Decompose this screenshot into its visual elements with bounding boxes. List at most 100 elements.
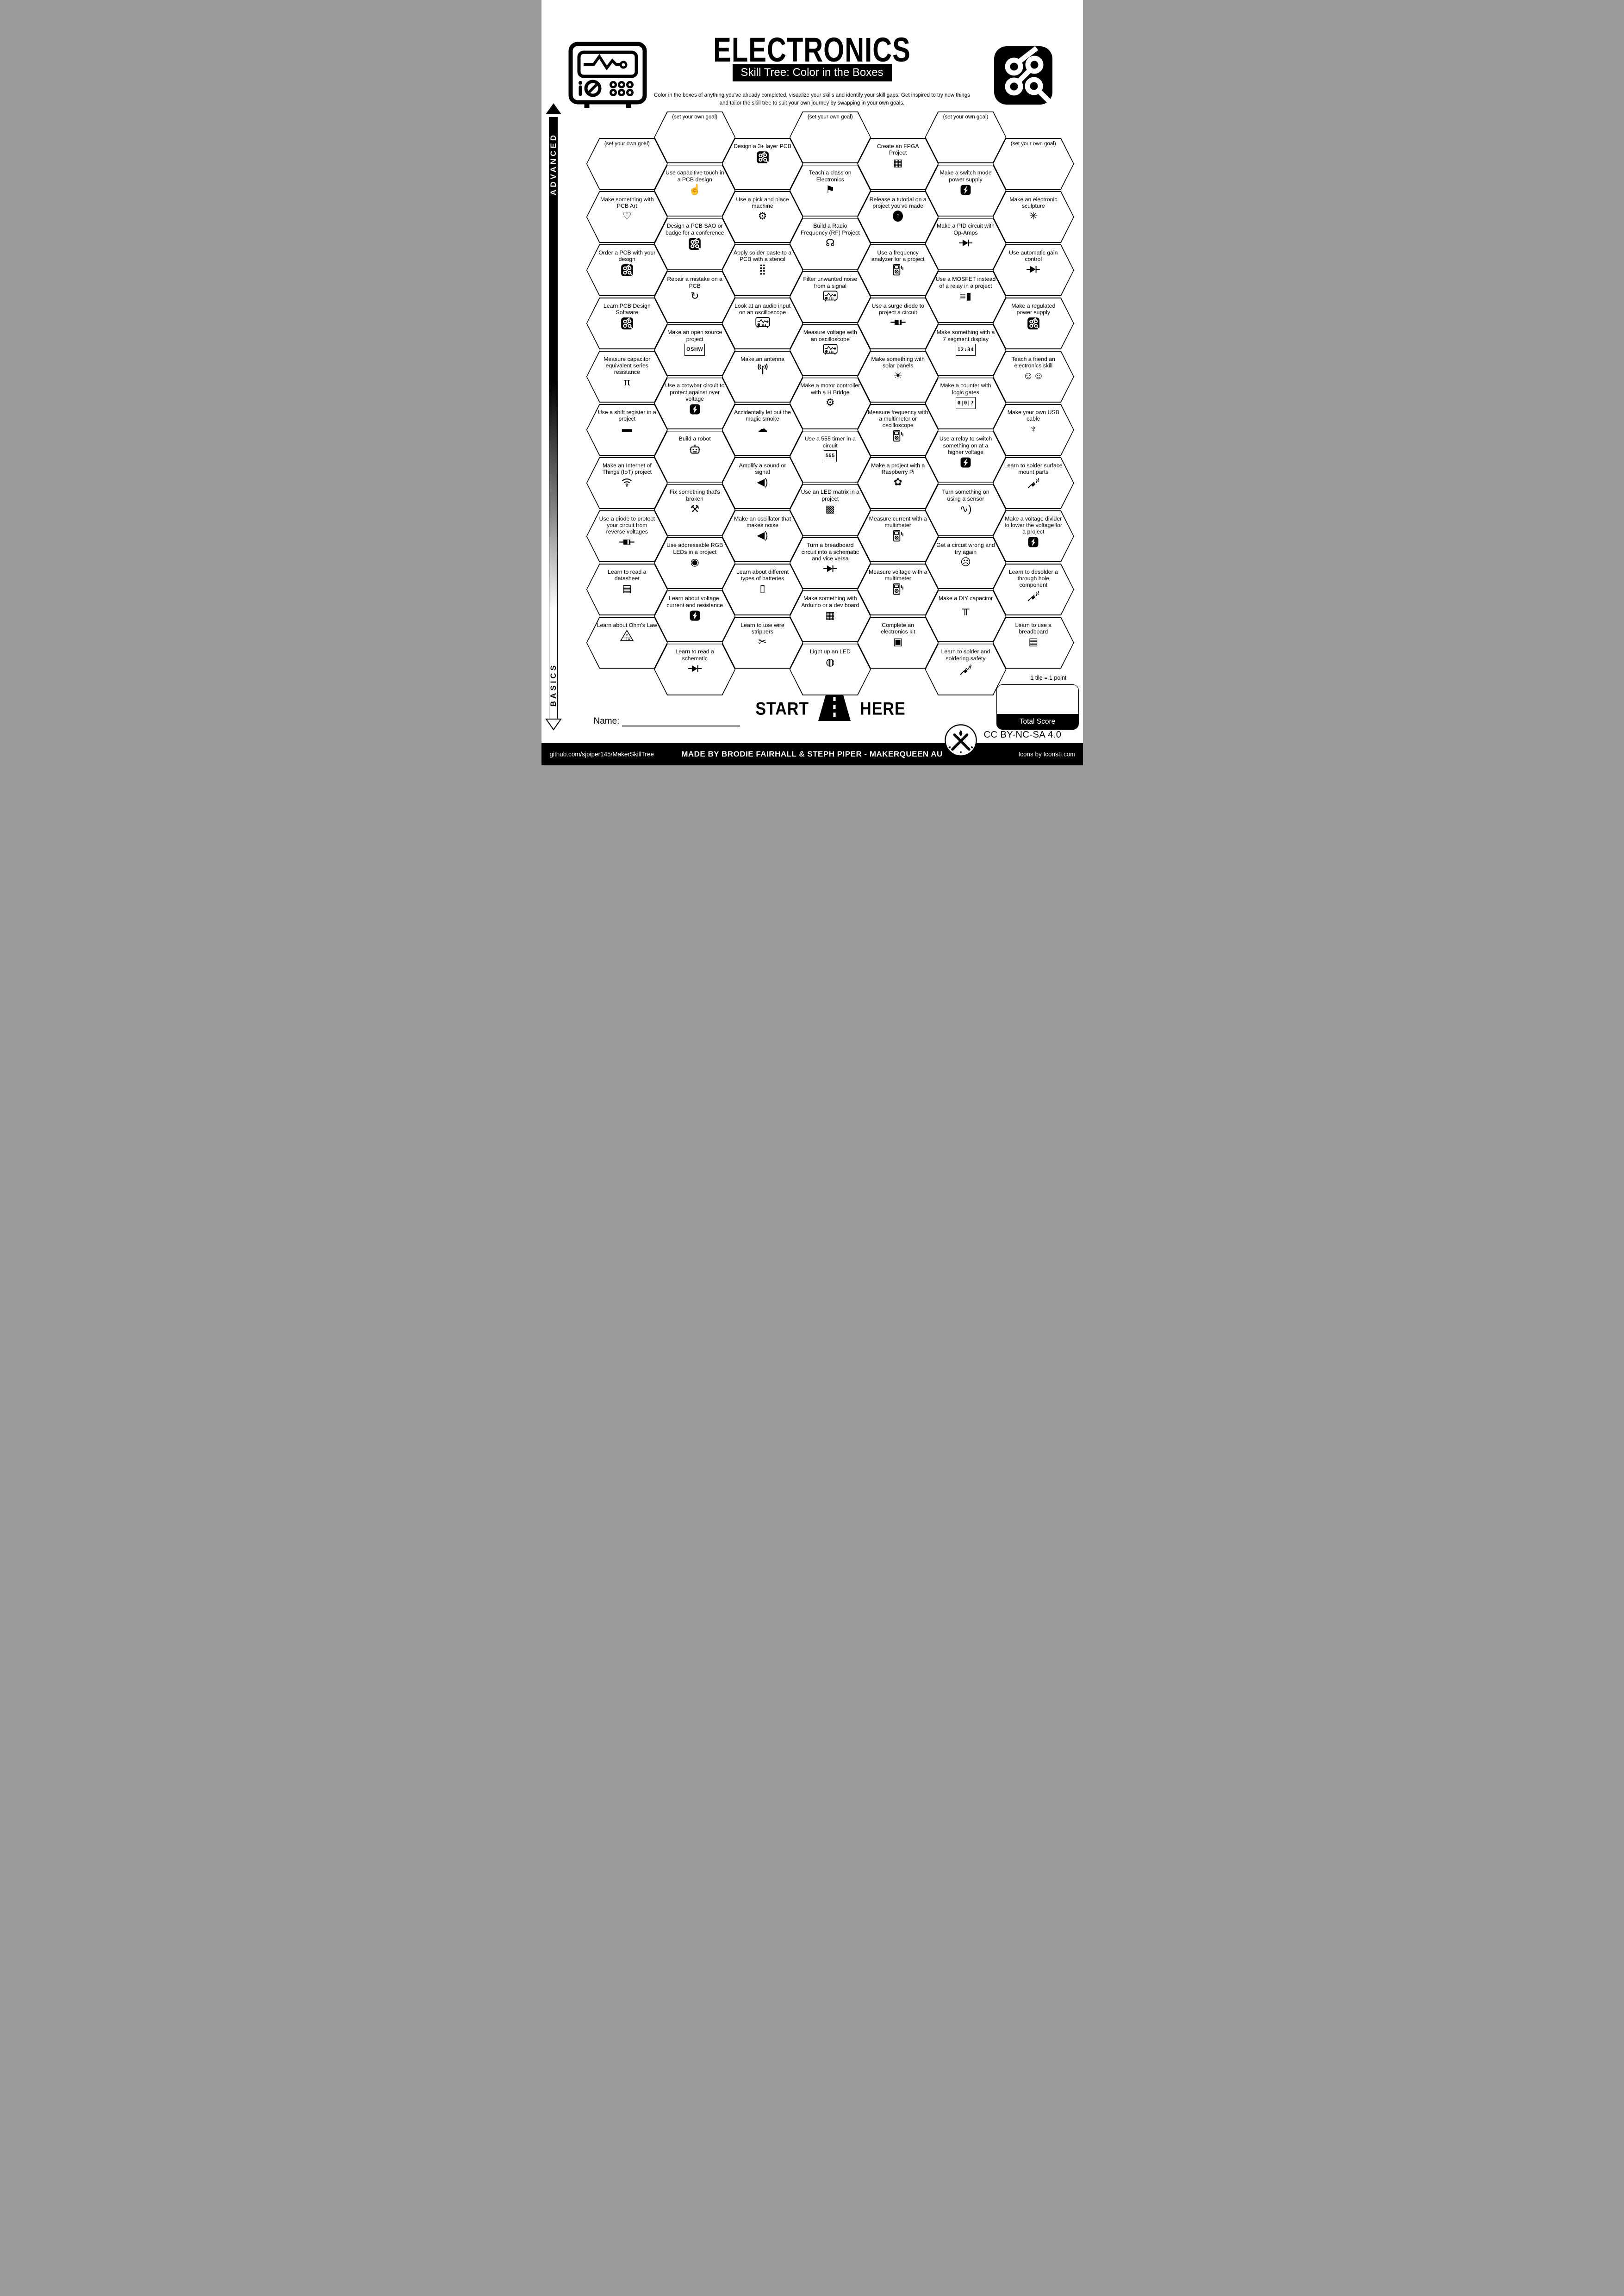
hex-breadboard[interactable]: Learn to use a breadboard ▤ — [992, 617, 1074, 669]
hex-soldering-iron[interactable]: Learn to solder surface mount parts — [992, 457, 1074, 509]
hex-label: Repair a mistake on a PCB — [667, 276, 722, 289]
hex-speaker[interactable]: Make an oscillator that makes noise ◀) — [722, 510, 803, 562]
hex-radio[interactable]: Build a Radio Frequency (RF) Project ☊ — [789, 217, 871, 270]
hex-multilayer-pcb[interactable]: Design a 3+ layer PCB — [722, 138, 803, 190]
hex-multimeter[interactable]: Measure frequency with a multimeter or o… — [857, 404, 939, 456]
hex-lightning[interactable]: Make a voltage divider to lower the volt… — [992, 510, 1074, 562]
hex-lightning[interactable]: Use a relay to switch something on at a … — [925, 430, 1007, 483]
hex-lightning[interactable]: Learn about voltage, current and resista… — [654, 590, 736, 642]
hex-opamp-symbol[interactable]: Make a PID circuit with Op-Amps — [925, 217, 1007, 270]
hex-pick-and-place[interactable]: Use a pick and place machine ⚙ — [722, 191, 803, 243]
hex-facepalm[interactable]: Get a circuit wrong and try again ☹ — [925, 537, 1007, 589]
hex-led[interactable]: Light up an LED ◍ — [789, 643, 871, 695]
7-segment-icon: 12:34 — [955, 343, 976, 356]
hex-shift-register[interactable]: Use a shift register in a project ▬ — [586, 404, 668, 456]
hex-label: Measure frequency with a multimeter or o… — [867, 409, 928, 428]
hex-capacitor-esr[interactable]: Measure capacitor equivalent series resi… — [586, 351, 668, 403]
smoke-cloud-icon: ☁ — [757, 422, 768, 434]
hex-sculpture[interactable]: Make an electronic sculpture ✳ — [992, 191, 1074, 243]
name-input-line[interactable] — [622, 716, 740, 726]
hex-wifi[interactable]: Make an Internet of Things (IoT) project — [586, 457, 668, 509]
hex-label: Build a Radio Frequency (RF) Project — [800, 223, 860, 236]
oscilloscope-icon — [823, 343, 838, 355]
hex-two-people[interactable]: Teach a friend an electronics skill ☺☺ — [992, 351, 1074, 403]
hex-555-chip[interactable]: Use a 555 timer in a circuit 555 — [789, 430, 871, 483]
hex-oshw-badge[interactable]: Make an open source project OSHW — [654, 324, 736, 376]
hex-wire-strippers[interactable]: Learn to use wire strippers ✂ — [722, 617, 803, 669]
hex-lightning[interactable]: Use a crowbar circuit to protect against… — [654, 377, 736, 429]
hex-sensor-wave[interactable]: Turn something on using a sensor ∿) — [925, 484, 1007, 536]
hex-label: Turn something on using a sensor — [942, 489, 989, 502]
hex-diode-symbol[interactable]: Use automatic gain control — [992, 244, 1074, 296]
hex-multimeter[interactable]: Measure current with a multimeter — [857, 510, 939, 562]
hex-repair[interactable]: Repair a mistake on a PCB ↻ — [654, 271, 736, 323]
hex-order-pcb[interactable]: Order a PCB with your design — [586, 244, 668, 296]
hex-presenter[interactable]: Teach a class on Electronics ⚑ — [789, 164, 871, 217]
hex-fpga-grid[interactable]: Create an FPGA Project ▦ — [857, 138, 939, 190]
diode-symbol-icon — [688, 663, 702, 674]
hex-diode-symbol[interactable]: Turn a breadboard circuit into a schemat… — [789, 537, 871, 589]
hex-capacitor[interactable]: Make a DIY capacitor ╥ — [925, 590, 1007, 642]
hex-label: (set your own goal) — [943, 114, 989, 120]
hex-custom-goal[interactable]: (set your own goal) — [992, 138, 1074, 190]
hex-sao-badge[interactable]: Design a PCB SAO or badge for a conferen… — [654, 217, 736, 270]
hex-robot[interactable]: Build a robot — [654, 430, 736, 483]
hex-label: Release a tutorial on a project you've m… — [869, 196, 927, 209]
hex-custom-goal[interactable]: (set your own goal) — [925, 111, 1007, 163]
hex-speaker[interactable]: Amplify a sound or signal ◀) — [722, 457, 803, 509]
hex-datasheet[interactable]: Learn to read a datasheet ▤ — [586, 564, 668, 615]
opamp-symbol-icon — [958, 237, 973, 248]
hex-raspberry[interactable]: Make a project with a Raspberry Pi ✿ — [857, 457, 939, 509]
hex-label: Use a pick and place machine — [736, 196, 789, 209]
hex-label: Use a shift register in a project — [597, 409, 656, 422]
hex-tools[interactable]: Fix something that's broken ⚒ — [654, 484, 736, 536]
hex-soldering-iron[interactable]: Learn to solder and soldering safety — [925, 643, 1007, 695]
hex-led-matrix[interactable]: Use an LED matrix in a project ▩ — [789, 484, 871, 536]
hex-mosfet[interactable]: Use a MOSFET instead of a relay in a pro… — [925, 271, 1007, 323]
score-entry-area[interactable] — [997, 685, 1078, 714]
hex-multimeter[interactable]: Use a frequency analyzer for a project — [857, 244, 939, 296]
hex-antenna[interactable]: Make an antenna — [722, 351, 803, 403]
diode-component-icon — [890, 317, 906, 328]
hex-ohms-triangle[interactable]: Learn about Ohm's Law V I R — [586, 617, 668, 669]
hex-motor[interactable]: Make a motor controller with a H Bridge ⚙ — [789, 377, 871, 429]
hex-stencil[interactable]: Apply solder paste to a PCB with a stenc… — [722, 244, 803, 296]
hex-touch[interactable]: Use capacitive touch in a PCB design ☝ — [654, 164, 736, 217]
raspberry-icon: ✿ — [893, 476, 902, 488]
hex-custom-goal[interactable]: (set your own goal) — [654, 111, 736, 163]
footer-icons-credit[interactable]: Icons by Icons8.com — [1018, 751, 1076, 758]
hex-solar-panel[interactable]: Make something with solar panels ☀ — [857, 351, 939, 403]
hex-pcb[interactable]: Make a regulated power supply — [992, 298, 1074, 349]
footer-repo-link[interactable]: github.com/sjpiper145/MakerSkillTree — [549, 751, 654, 758]
hex-heart[interactable]: Make something with PCB Art ♡ — [586, 191, 668, 243]
hex-rgb-led[interactable]: Use addressable RGB LEDs in a project ◉ — [654, 537, 736, 589]
multimeter-icon — [892, 430, 904, 442]
hex-label: Use automatic gain control — [1009, 249, 1058, 262]
oscilloscope-icon — [755, 317, 770, 329]
hex-diode-component[interactable]: Use a surge diode to project a circuit — [857, 298, 939, 349]
hex-oscilloscope[interactable]: Measure voltage with an oscilloscope — [789, 324, 871, 376]
hex-lightning[interactable]: Make a switch mode power supply — [925, 164, 1007, 217]
hex-pcb-design-software[interactable]: Learn PCB Design Software — [586, 298, 668, 349]
hex-kit-box[interactable]: Complete an electronics kit ▣ — [857, 617, 939, 669]
hex-label: Get a circuit wrong and try again — [936, 542, 995, 555]
hex-custom-goal[interactable]: (set your own goal) — [586, 138, 668, 190]
hex-upload-arrow[interactable]: Release a tutorial on a project you've m… — [857, 191, 939, 243]
hex-oscilloscope[interactable]: Look at an audio input on an oscilloscop… — [722, 298, 803, 349]
hex-label: Amplify a sound or signal — [739, 462, 786, 475]
hex-dev-board[interactable]: Make something with Arduino or a dev boa… — [789, 590, 871, 642]
hex-multimeter[interactable]: Measure voltage with a multimeter — [857, 564, 939, 615]
hex-diode-symbol[interactable]: Learn to read a schematic — [654, 643, 736, 695]
hex-soldering-iron[interactable]: Learn to desolder a through hole compone… — [992, 564, 1074, 615]
hex-battery[interactable]: Learn about different types of batteries… — [722, 564, 803, 615]
hex-smoke-cloud[interactable]: Accidentally let out the magic smoke ☁ — [722, 404, 803, 456]
hex-label: (set your own goal) — [604, 141, 650, 147]
svg-text:R: R — [628, 637, 630, 641]
hex-usb[interactable]: Make your own USB cable ♆ — [992, 404, 1074, 456]
hex-diode-component[interactable]: Use a diode to protect your circuit from… — [586, 510, 668, 562]
hex-custom-goal[interactable]: (set your own goal) — [789, 111, 871, 163]
hex-7-segment[interactable]: Make something with a 7 segment display 1… — [925, 324, 1007, 376]
hex-oscilloscope[interactable]: Filter unwanted noise from a signal — [789, 271, 871, 323]
hex-digit-counter[interactable]: Make a counter with logic gates 0|0|7 — [925, 377, 1007, 429]
soldering-iron-icon — [959, 663, 972, 676]
